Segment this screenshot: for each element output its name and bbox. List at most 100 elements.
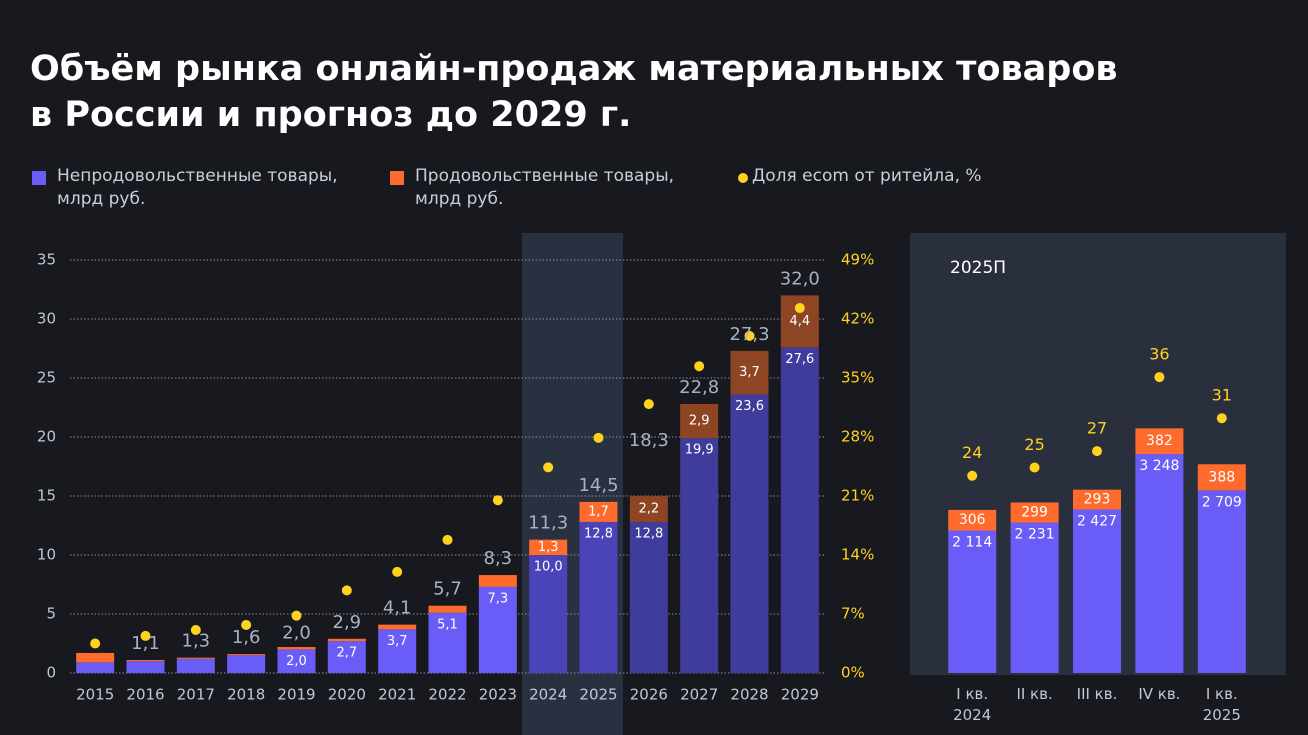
legend-label: Непродовольственные товары, млрд руб. xyxy=(57,166,338,209)
bar-value-label: 2,9 xyxy=(689,414,710,429)
total-label: 1,3 xyxy=(182,631,211,652)
bar-segment xyxy=(478,575,517,587)
y-tick-label: 30 xyxy=(37,310,56,328)
bar-segment xyxy=(227,655,266,673)
bar-segment xyxy=(1010,502,1059,523)
share-dot xyxy=(291,610,302,621)
bar-value-label: 1,3 xyxy=(538,540,559,555)
bar-segment xyxy=(948,530,997,673)
bar-segment xyxy=(378,624,417,630)
bar-value-label: 3,7 xyxy=(739,365,760,380)
bar-segment xyxy=(277,649,316,673)
share-dot xyxy=(593,432,604,443)
bar-value-label: 2 709 xyxy=(1202,494,1242,510)
y-tick-label: 15 xyxy=(37,487,56,505)
bar-value-label: 382 xyxy=(1146,433,1173,449)
x-tick-label: 2017 xyxy=(177,686,215,704)
bar-value-label: 19,9 xyxy=(685,443,714,458)
y-tick-label: 25 xyxy=(37,369,56,387)
panel-subtitle: 2025П xyxy=(950,258,1006,278)
bar-value-label: 299 xyxy=(1021,505,1048,521)
bar-segment xyxy=(327,638,366,642)
y2-tick-label: 21% xyxy=(841,487,874,505)
x-tick-label: 2027 xyxy=(680,686,718,704)
y-tick-label: 5 xyxy=(46,605,56,623)
total-label: 1,6 xyxy=(232,627,261,648)
bar-value-label: 5,1 xyxy=(437,617,458,632)
x-tick-label: II кв. xyxy=(1016,685,1053,703)
bar-value-label: 27,6 xyxy=(785,352,814,367)
x-tick-label: 2019 xyxy=(277,686,315,704)
bar-value-label: 1,7 xyxy=(588,504,609,519)
bar-segment xyxy=(76,662,115,673)
share-dot xyxy=(1154,372,1165,383)
total-label: 18,3 xyxy=(629,430,669,451)
x-tick-label: 2028 xyxy=(730,686,768,704)
y2-tick-label: 49% xyxy=(841,251,874,269)
share-dot xyxy=(190,625,201,636)
total-label: 4,1 xyxy=(383,598,412,619)
bar-segment xyxy=(126,660,165,662)
bar-segment xyxy=(176,657,215,659)
bar-segment xyxy=(579,501,618,522)
x-tick-label: 2024 xyxy=(529,686,567,704)
y2-tick-label: 7% xyxy=(841,605,865,623)
share-dot xyxy=(643,399,654,410)
bar-segment xyxy=(1135,454,1184,673)
legend-label: Доля ecom от ритейла, % xyxy=(752,166,982,186)
share-dot xyxy=(442,534,453,545)
bar-value-label: 2,0 xyxy=(286,654,307,669)
bar-segment xyxy=(579,521,618,673)
x-tick-label: 2018 xyxy=(227,686,265,704)
share-dot xyxy=(392,566,403,577)
bar-segment xyxy=(378,629,417,673)
bar-segment xyxy=(780,347,819,673)
bar-value-label: 293 xyxy=(1084,492,1111,508)
bar-segment xyxy=(277,647,316,650)
bar-segment xyxy=(1135,428,1184,455)
bar-value-label: 2 427 xyxy=(1077,513,1117,529)
y-tick-label: 35 xyxy=(37,251,56,269)
share-label: 36 xyxy=(1149,345,1169,364)
share-dot xyxy=(241,619,252,630)
bar-segment xyxy=(948,509,997,531)
y2-tick-label: 35% xyxy=(841,369,874,387)
total-label: 5,7 xyxy=(433,579,462,600)
x-tick-label: IV кв. xyxy=(1138,685,1181,703)
y2-tick-label: 14% xyxy=(841,546,874,564)
bar-segment xyxy=(176,658,215,673)
total-label: 22,8 xyxy=(679,377,719,398)
x-tick-label: 2023 xyxy=(479,686,517,704)
total-label: 32,0 xyxy=(780,268,820,289)
bar-segment xyxy=(629,521,668,673)
legend-label: Продовольственные товары, млрд руб. xyxy=(415,166,675,209)
share-label: 25 xyxy=(1024,435,1044,454)
share-dot xyxy=(1092,446,1102,457)
bar-segment xyxy=(730,394,769,673)
bar-segment xyxy=(529,555,568,673)
y-tick-label: 20 xyxy=(37,428,56,446)
y2-tick-label: 28% xyxy=(841,428,874,446)
share-label: 31 xyxy=(1212,386,1232,405)
bar-value-label: 3,7 xyxy=(387,634,408,649)
total-label: 2,9 xyxy=(333,612,362,633)
share-dot xyxy=(744,330,755,341)
total-label: 14,5 xyxy=(578,475,618,496)
bar-value-label: 12,8 xyxy=(584,526,613,541)
y2-tick-label: 42% xyxy=(841,310,874,328)
x-tick-label: 2016 xyxy=(126,686,164,704)
bar-segment xyxy=(1197,490,1246,673)
x-tick-label: 2021 xyxy=(378,686,416,704)
bar-value-label: 2 114 xyxy=(952,535,992,551)
y-tick-label: 0 xyxy=(46,664,56,682)
bar-value-label: 4,4 xyxy=(789,314,810,329)
bar-segment xyxy=(680,403,719,439)
x-tick-label: 2015 xyxy=(76,686,114,704)
share-dot xyxy=(140,630,151,641)
x-tick-label: 2025 xyxy=(579,686,617,704)
total-label: 2,0 xyxy=(282,622,311,643)
share-dot xyxy=(492,495,503,506)
bar-value-label: 7,3 xyxy=(487,591,508,606)
